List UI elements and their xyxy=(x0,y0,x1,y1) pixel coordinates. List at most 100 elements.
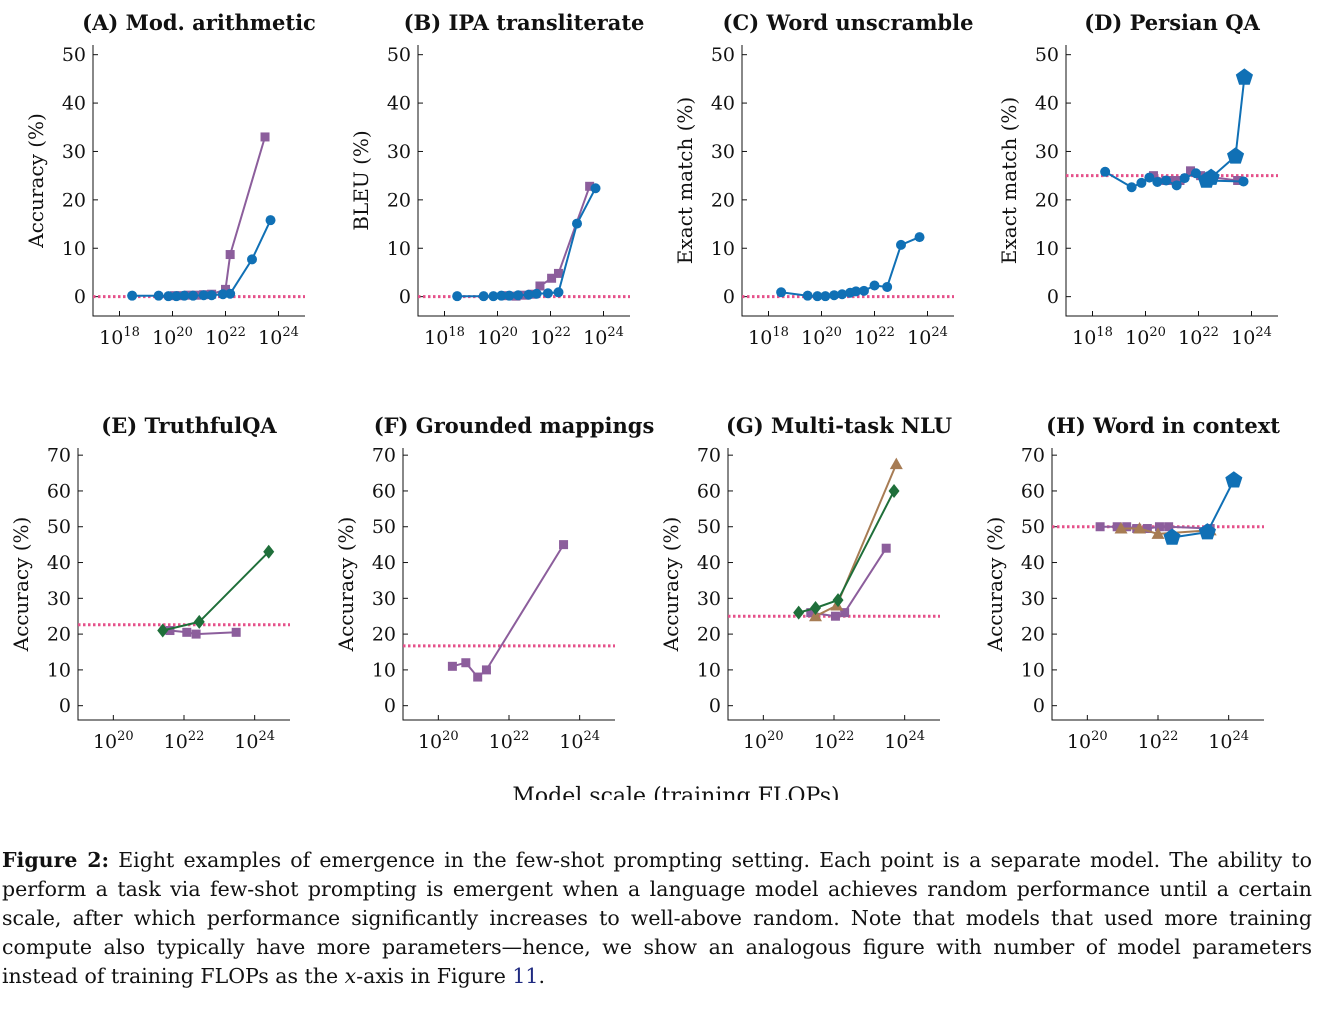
x-tick-label: 1022 xyxy=(854,325,895,349)
y-tick-label: 60 xyxy=(47,480,71,502)
figure-caption: Figure 2: Eight examples of emergence in… xyxy=(2,846,1312,991)
x-tick-label: 1022 xyxy=(1178,325,1219,349)
data-point xyxy=(837,289,848,300)
y-tick-label: 0 xyxy=(384,695,396,717)
data-point xyxy=(832,593,844,608)
data-point xyxy=(1100,166,1111,177)
data-point xyxy=(547,273,557,283)
y-axis-label: BLEU (%) xyxy=(349,130,373,230)
y-tick-label: 50 xyxy=(711,44,735,66)
data-point xyxy=(1154,522,1164,532)
series-line xyxy=(810,547,888,618)
x-tick-label: 1022 xyxy=(814,729,855,753)
data-point xyxy=(1186,166,1196,176)
y-tick-label: 70 xyxy=(372,445,396,467)
series-line xyxy=(457,187,597,298)
data-point xyxy=(163,291,174,302)
y-tick-label: 0 xyxy=(399,286,411,308)
data-point xyxy=(1126,182,1137,193)
data-point xyxy=(793,605,805,620)
data-point xyxy=(198,290,209,301)
data-point xyxy=(553,268,563,278)
y-tick-label: 30 xyxy=(372,588,396,610)
series-lamda-circle xyxy=(127,215,276,302)
y-tick-label: 60 xyxy=(697,480,721,502)
y-axis-label: Accuracy (%) xyxy=(983,517,1007,653)
panel-title: (C) Word unscramble xyxy=(723,10,974,35)
y-tick-label: 10 xyxy=(711,238,735,260)
data-point xyxy=(840,608,850,618)
data-point xyxy=(820,291,831,302)
data-point xyxy=(1136,177,1147,188)
panel-title: (E) TruthfulQA xyxy=(101,413,277,438)
y-tick-label: 50 xyxy=(47,516,71,538)
series-lamda-pentagon xyxy=(1163,471,1243,545)
data-point xyxy=(1095,522,1105,532)
caption-figure-reference-link[interactable]: 11 xyxy=(512,964,539,988)
data-point xyxy=(513,290,524,301)
x-tick-label: 1020 xyxy=(418,729,459,753)
data-point xyxy=(882,281,893,292)
data-point xyxy=(165,626,175,636)
y-tick-label: 20 xyxy=(387,189,411,211)
y-tick-label: 70 xyxy=(697,445,721,467)
data-point xyxy=(1235,68,1253,85)
data-point xyxy=(881,543,891,553)
data-point xyxy=(553,287,564,298)
data-point xyxy=(191,629,201,639)
x-tick-label: 1022 xyxy=(489,729,530,753)
x-tick-label: 1024 xyxy=(559,729,600,753)
data-point xyxy=(231,627,241,637)
shared-x-axis-label: Model scale (training FLOPs) xyxy=(512,784,839,800)
data-point xyxy=(812,291,823,302)
x-tick-label: 1018 xyxy=(1072,325,1113,349)
y-tick-label: 40 xyxy=(697,552,721,574)
data-point xyxy=(858,285,869,296)
axis-lines xyxy=(417,45,630,317)
y-tick-label: 50 xyxy=(697,516,721,538)
data-point xyxy=(776,287,787,298)
y-tick-label: 50 xyxy=(1021,516,1045,538)
x-tick-label: 1024 xyxy=(1231,325,1272,349)
y-tick-label: 40 xyxy=(372,552,396,574)
data-point xyxy=(1227,147,1245,164)
data-point xyxy=(1175,176,1185,185)
y-axis-label: Accuracy (%) xyxy=(659,517,683,653)
y-tick-label: 10 xyxy=(372,659,396,681)
y-tick-label: 20 xyxy=(697,624,721,646)
y-tick-label: 30 xyxy=(387,141,411,163)
x-tick-label: 1024 xyxy=(583,325,624,349)
data-point xyxy=(1238,176,1249,187)
data-point xyxy=(1144,172,1155,183)
x-tick-label: 1024 xyxy=(234,729,275,753)
x-tick-label: 1018 xyxy=(99,325,140,349)
y-tick-label: 0 xyxy=(723,286,735,308)
caption-text-2: -axis in Figure xyxy=(356,964,513,988)
data-point xyxy=(1190,168,1201,179)
data-point xyxy=(1171,180,1182,191)
x-tick-label: 1020 xyxy=(93,729,134,753)
data-point xyxy=(810,600,822,615)
series-line xyxy=(174,136,266,297)
data-point xyxy=(1151,527,1165,539)
x-tick-label: 1024 xyxy=(907,325,948,349)
y-tick-label: 30 xyxy=(62,141,86,163)
data-point xyxy=(488,291,499,302)
x-tick-label: 1022 xyxy=(205,325,246,349)
data-point xyxy=(127,290,138,301)
data-point xyxy=(171,291,182,302)
x-tick-label: 1020 xyxy=(1125,325,1166,349)
data-point xyxy=(1164,522,1174,532)
data-point xyxy=(559,540,569,550)
y-tick-label: 20 xyxy=(1035,189,1059,211)
data-point xyxy=(193,614,205,629)
data-point xyxy=(572,218,582,229)
y-tick-label: 0 xyxy=(59,695,71,717)
y-tick-label: 20 xyxy=(1021,624,1045,646)
data-point xyxy=(188,290,199,301)
y-axis-label: Accuracy (%) xyxy=(9,517,33,653)
